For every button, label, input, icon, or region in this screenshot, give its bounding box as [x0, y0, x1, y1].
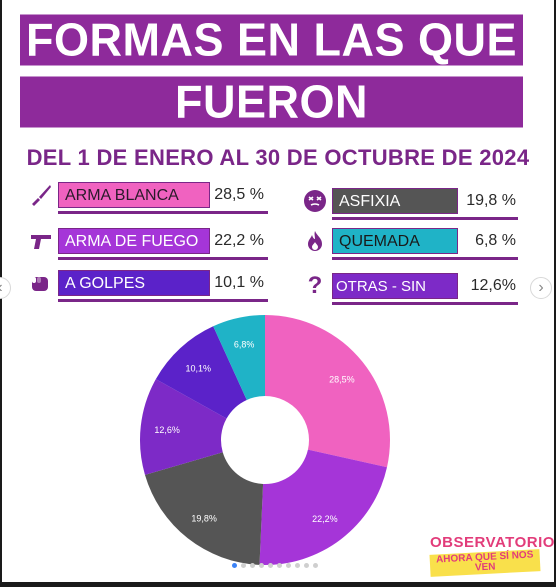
carousel-dots [232, 563, 318, 568]
carousel-dot[interactable] [232, 563, 237, 568]
legend-value: 12,6% [470, 277, 516, 294]
knife-icon [28, 182, 54, 208]
donut-slice [140, 379, 227, 475]
gun-icon [28, 228, 54, 254]
donut-slice-label: 12,6% [154, 425, 180, 435]
legend-value: 28,5 % [214, 186, 264, 203]
legend-value: 19,8 % [466, 192, 516, 209]
legend-value: 6,8 % [475, 232, 516, 249]
legend-row-a-golpes: A GOLPES 10,1 % [28, 268, 268, 302]
carousel-dot[interactable] [313, 563, 318, 568]
carousel-dot[interactable] [277, 563, 282, 568]
legend-underline [58, 257, 268, 260]
logo-line-2: AHORA QUE SÍ NOS VEN [429, 549, 541, 577]
legend-underline [332, 217, 518, 220]
observatorio-logo: OBSERVATORIO AHORA QUE SÍ NOS VEN [429, 534, 555, 577]
legend-label: QUEMADA [332, 228, 458, 254]
donut-slice [259, 449, 387, 565]
fire-icon [302, 228, 328, 254]
donut-slice [213, 315, 265, 400]
legend-row-quemada: QUEMADA 6,8 % [302, 226, 518, 260]
donut-slice [144, 452, 264, 565]
donut-slice-label: 22,2% [312, 514, 338, 524]
donut-slice-label: 6,8% [234, 340, 255, 350]
donut-slice [265, 315, 390, 468]
donut-chart: 28,5% 22,2% 19,8% 12,6% 10,1% 6,8% [140, 315, 390, 565]
legend-label: OTRAS - SIN DATOS [332, 273, 458, 321]
legend-row-arma-de-fuego: ARMA DE FUEGO 22,2 % [28, 226, 268, 260]
carousel-dot[interactable] [259, 563, 264, 568]
carousel-dot[interactable] [304, 563, 309, 568]
logo-line-1: OBSERVATORIO [430, 534, 555, 551]
frame-edge-right [554, 0, 556, 587]
legend-label: ASFIXIA [332, 188, 458, 214]
legend-label: ARMA BLANCA [58, 182, 210, 208]
legend-row-otras-sin-datos: ? OTRAS - SIN DATOS 12,6% [302, 271, 518, 321]
legend-underline [58, 299, 268, 302]
legend-underline [332, 302, 518, 305]
asphyxia-face-icon [302, 188, 328, 214]
donut-slice-label: 19,8% [191, 513, 217, 523]
next-slide-button[interactable]: › [530, 277, 552, 299]
legend-underline [332, 257, 518, 260]
carousel-dot[interactable] [286, 563, 291, 568]
carousel-dot[interactable] [295, 563, 300, 568]
carousel-dot[interactable] [250, 563, 255, 568]
bottom-strip [0, 582, 556, 587]
legend-row-arma-blanca: ARMA BLANCA 28,5 % [28, 180, 268, 214]
carousel-dot[interactable] [241, 563, 246, 568]
prev-slide-button[interactable]: ‹ [0, 277, 11, 299]
question-mark-icon: ? [307, 272, 323, 299]
title-line-1: FORMAS EN LAS QUE [20, 14, 523, 66]
legend-value: 22,2 % [214, 232, 264, 249]
carousel-dot[interactable] [268, 563, 273, 568]
fist-icon [28, 270, 54, 296]
donut-slice [155, 326, 247, 419]
donut-slice-label: 28,5% [329, 374, 355, 384]
legend-underline [58, 211, 268, 214]
legend-label: A GOLPES [58, 270, 210, 296]
legend-row-asfixia: ASFIXIA 19,8 % [302, 186, 518, 220]
legend-value: 10,1 % [214, 274, 264, 291]
legend-label: ARMA DE FUEGO [58, 228, 210, 254]
title-line-2: FUERON ASESINADAS [20, 76, 523, 178]
subtitle: DEL 1 DE ENERO AL 30 DE OCTUBRE DE 2024 [26, 145, 530, 170]
donut-slice-label: 10,1% [185, 364, 211, 374]
